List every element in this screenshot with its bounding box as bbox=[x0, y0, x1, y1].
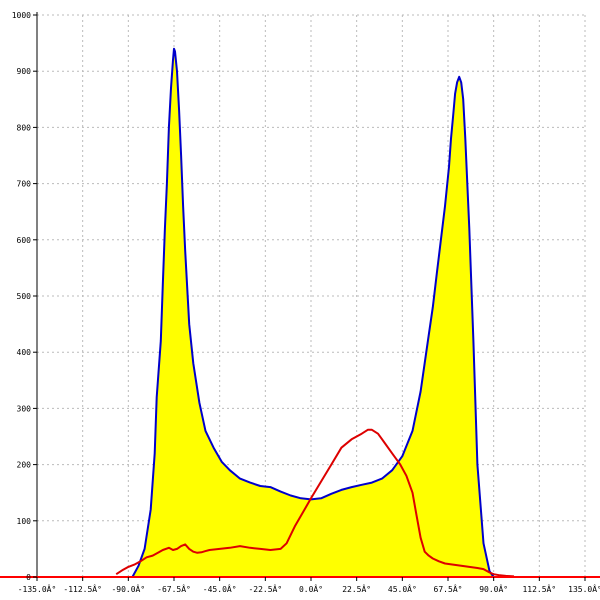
y-tick-label: 200 bbox=[17, 461, 32, 470]
y-tick-label: 500 bbox=[17, 292, 32, 301]
x-tick-label: 45.0Â° bbox=[388, 583, 417, 594]
y-tick-label: 400 bbox=[17, 348, 32, 357]
x-tick-label: -90.0Â° bbox=[111, 583, 145, 594]
grid bbox=[37, 14, 586, 577]
y-tick-label: 900 bbox=[17, 67, 32, 76]
y-tick-label: 1000 bbox=[12, 11, 31, 20]
x-tick-label: -45.0Â° bbox=[203, 583, 237, 594]
y-tick-label: 700 bbox=[17, 180, 32, 189]
x-tick-label: 135.0Â° bbox=[568, 583, 600, 594]
area-fill-series-0 bbox=[116, 48, 514, 577]
x-tick-label: -67.5Â° bbox=[157, 583, 191, 594]
x-tick-label: 67.5Â° bbox=[434, 583, 463, 594]
x-tick-label: -22.5Â° bbox=[248, 583, 282, 594]
y-tick-label: 0 bbox=[26, 573, 31, 582]
y-tick-label: 300 bbox=[17, 404, 32, 413]
x-tick-label: 90.0Â° bbox=[479, 583, 508, 594]
x-tick-label: 112.5Â° bbox=[522, 583, 556, 594]
x-tick-label: -112.5Â° bbox=[63, 583, 102, 594]
y-tick-label: 800 bbox=[17, 123, 32, 132]
x-tick-label: -135.0Â° bbox=[18, 583, 57, 594]
axes bbox=[0, 12, 600, 581]
y-tick-label: 100 bbox=[17, 517, 32, 526]
area-outline-series-0 bbox=[116, 47, 514, 578]
tick-labels: 0 100 200 300 400 500 600 700 800 900 1000 -135.0Â°… bbox=[12, 11, 600, 594]
y-tick-label: 600 bbox=[17, 236, 32, 245]
x-tick-label: 0.0Â° bbox=[299, 583, 323, 594]
x-tick-label: 22.5Â° bbox=[342, 583, 371, 594]
line-series-1 bbox=[115, 428, 515, 578]
series-layer bbox=[115, 47, 515, 578]
